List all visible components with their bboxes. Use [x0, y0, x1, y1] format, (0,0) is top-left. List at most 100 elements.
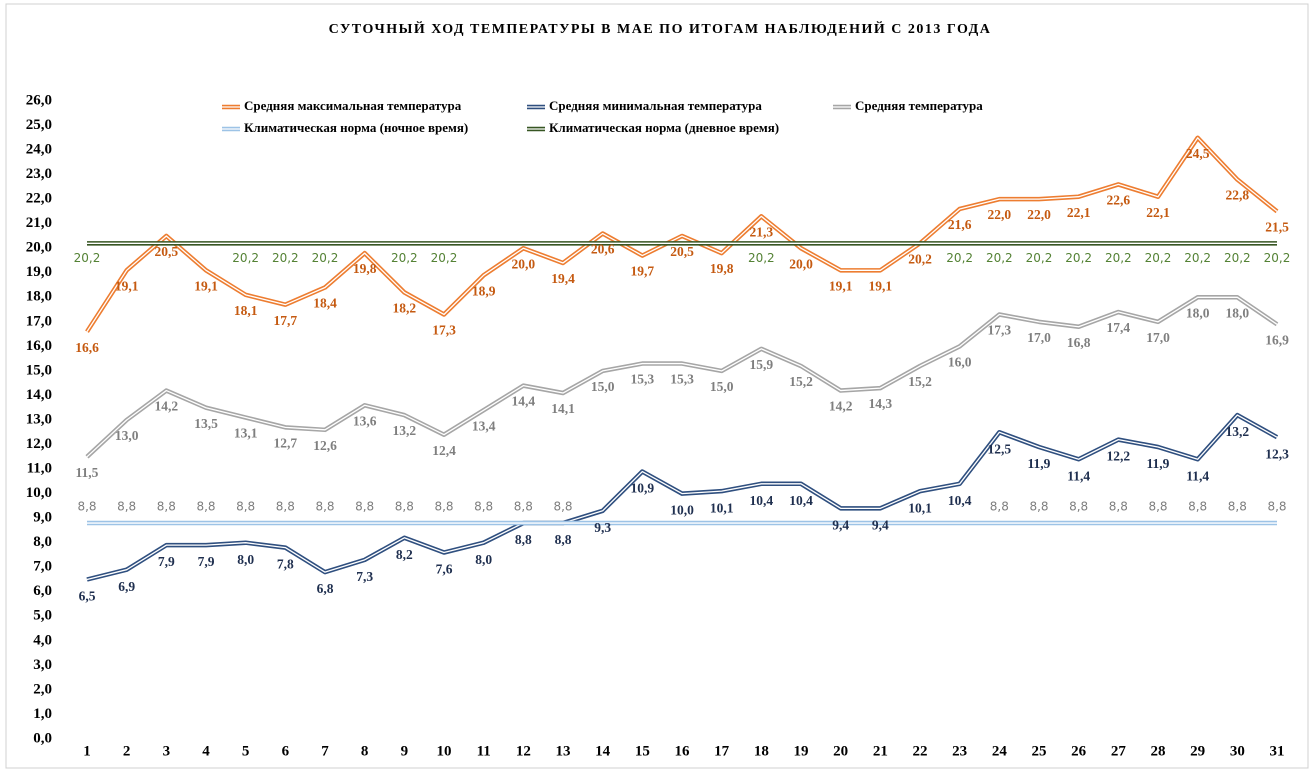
x-tick-label: 27 [1111, 743, 1127, 759]
data-label: 8,8 [1029, 500, 1048, 514]
data-label: 8,8 [276, 500, 295, 514]
data-label: 20,2 [74, 251, 101, 265]
y-tick-label: 22,0 [26, 191, 52, 207]
y-tick-label: 12,0 [26, 436, 52, 452]
x-tick-label: 4 [202, 743, 210, 759]
x-tick-label: 26 [1071, 743, 1087, 759]
y-tick-label: 3,0 [33, 657, 52, 673]
data-label: 8,8 [196, 500, 215, 514]
x-tick-label: 24 [992, 743, 1008, 759]
data-label: 20,6 [591, 242, 615, 257]
legend-label: Средняя минимальная температура [549, 98, 762, 113]
y-tick-label: 26,0 [26, 92, 52, 108]
data-label: 15,0 [591, 379, 615, 394]
data-label: 10,9 [631, 481, 655, 496]
data-label: 10,1 [710, 500, 734, 515]
y-tick-label: 14,0 [26, 387, 52, 403]
y-tick-label: 0,0 [33, 730, 52, 746]
x-tick-label: 1 [83, 743, 91, 759]
y-tick-label: 24,0 [26, 142, 52, 158]
data-label: 22,0 [1027, 207, 1051, 222]
data-label: 20,2 [1184, 251, 1211, 265]
y-tick-label: 18,0 [26, 289, 52, 305]
data-label: 19,7 [631, 264, 655, 279]
y-tick-label: 23,0 [26, 166, 52, 182]
y-tick-label: 17,0 [26, 313, 52, 329]
data-label: 8,8 [1109, 500, 1128, 514]
data-label: 19,8 [710, 261, 734, 276]
data-label: 8,8 [1069, 500, 1088, 514]
data-label: 13,4 [472, 418, 496, 433]
data-label: 10,4 [948, 493, 972, 508]
data-label: 14,2 [155, 399, 179, 414]
y-tick-label: 25,0 [26, 117, 52, 133]
data-label: 19,8 [353, 261, 377, 276]
legend-label: Климатическая норма (ночное время) [244, 120, 468, 135]
data-label: 14,3 [869, 396, 893, 411]
data-label: 8,8 [434, 500, 453, 514]
data-label: 8,8 [236, 500, 255, 514]
data-label: 15,3 [670, 372, 694, 387]
data-label: 21,6 [948, 217, 972, 232]
data-label: 10,4 [789, 493, 813, 508]
data-label: 20,2 [1065, 251, 1092, 265]
x-tick-label: 9 [401, 743, 409, 759]
data-label: 7,9 [158, 554, 175, 569]
data-label: 16,8 [1067, 335, 1091, 350]
data-label: 13,1 [234, 426, 258, 441]
data-label: 20,2 [748, 251, 775, 265]
x-tick-label: 6 [282, 743, 290, 759]
data-label: 18,9 [472, 283, 496, 298]
data-label: 8,8 [1148, 500, 1167, 514]
data-label: 18,0 [1186, 305, 1210, 320]
y-tick-label: 16,0 [26, 338, 52, 354]
data-label: 7,3 [356, 569, 373, 584]
y-tick-label: 4,0 [33, 632, 52, 648]
data-label: 14,2 [829, 399, 853, 414]
chart-title: СУТОЧНЫЙ ХОД ТЕМПЕРАТУРЫ В МАЕ ПО ИТОГАМ… [329, 20, 992, 37]
data-label: 8,8 [514, 500, 533, 514]
data-label: 8,8 [990, 500, 1009, 514]
y-tick-label: 8,0 [33, 534, 52, 550]
data-label: 8,8 [1228, 500, 1247, 514]
x-tick-label: 18 [754, 743, 769, 759]
x-tick-label: 17 [714, 743, 730, 759]
data-label: 21,5 [1265, 220, 1289, 235]
x-tick-label: 28 [1151, 743, 1166, 759]
data-label: 19,1 [829, 278, 853, 293]
chart-frame [5, 3, 1309, 769]
data-label: 22,0 [988, 207, 1012, 222]
x-tick-label: 22 [913, 743, 928, 759]
data-label: 19,1 [115, 278, 139, 293]
data-label: 7,6 [436, 562, 453, 577]
data-label: 11,9 [1028, 456, 1051, 471]
data-label: 15,9 [750, 357, 774, 372]
data-label: 24,5 [1186, 146, 1210, 161]
x-tick-label: 29 [1190, 743, 1205, 759]
data-label: 17,7 [274, 313, 298, 328]
data-label: 18,1 [234, 303, 258, 318]
data-label: 20,2 [391, 251, 418, 265]
x-tick-label: 3 [163, 743, 171, 759]
x-tick-label: 19 [794, 743, 809, 759]
data-label: 17,3 [432, 323, 456, 338]
y-tick-label: 15,0 [26, 362, 52, 378]
x-tick-label: 11 [477, 743, 491, 759]
series-line-inner [86, 414, 1278, 581]
data-label: 10,1 [908, 500, 932, 515]
data-label: 20,2 [1145, 251, 1172, 265]
data-label: 11,4 [1186, 468, 1209, 483]
data-label: 20,2 [431, 251, 458, 265]
data-label: 22,1 [1067, 205, 1091, 220]
data-label: 12,5 [988, 441, 1012, 456]
y-tick-label: 9,0 [33, 510, 52, 526]
data-label: 20,2 [1264, 251, 1291, 265]
y-tick-label: 2,0 [33, 681, 52, 697]
data-label: 13,6 [353, 413, 377, 428]
data-label: 20,2 [312, 251, 339, 265]
series-line-inner [86, 296, 1278, 458]
x-tick-label: 21 [873, 743, 888, 759]
data-label: 9,4 [872, 517, 889, 532]
data-label: 20,2 [1224, 251, 1251, 265]
